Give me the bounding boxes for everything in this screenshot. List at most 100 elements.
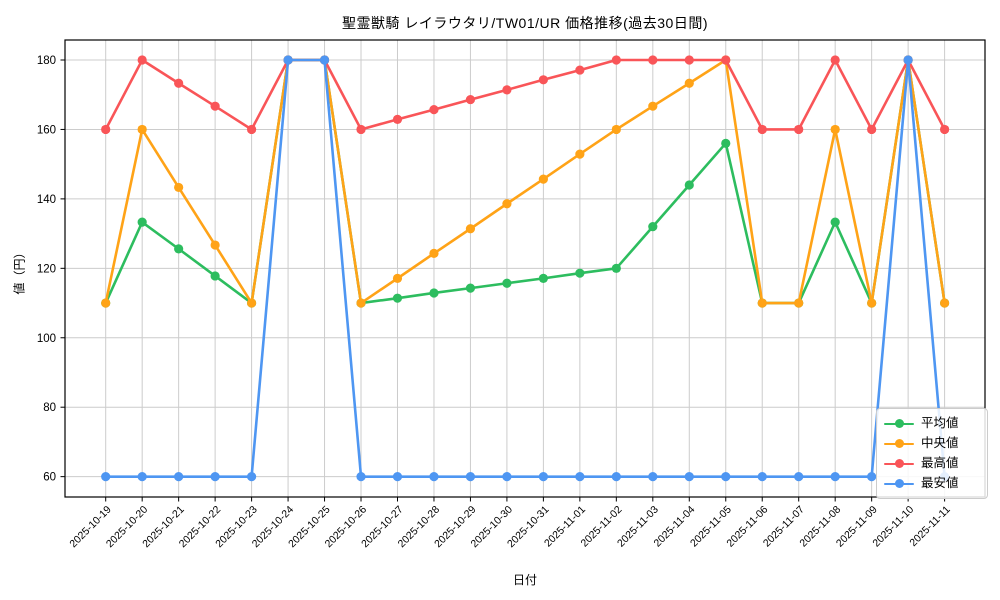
data-point-max bbox=[940, 124, 950, 135]
data-point-min bbox=[538, 472, 548, 482]
data-point-average bbox=[830, 217, 840, 227]
legend-label-average: 平均値 bbox=[921, 416, 959, 430]
data-point-max bbox=[611, 55, 621, 65]
plot-border bbox=[64, 39, 986, 498]
data-point-max bbox=[794, 124, 804, 135]
data-point-median bbox=[575, 149, 585, 159]
data-point-max bbox=[867, 124, 877, 135]
data-point-max bbox=[757, 124, 767, 135]
series-average bbox=[101, 55, 950, 308]
data-point-min bbox=[575, 472, 585, 482]
data-point-average bbox=[721, 138, 731, 148]
data-point-min bbox=[648, 472, 658, 482]
data-point-max bbox=[648, 55, 658, 65]
legend-marker-max bbox=[884, 459, 914, 469]
data-point-average bbox=[137, 217, 147, 227]
series-max bbox=[101, 55, 950, 135]
data-point-max bbox=[174, 78, 184, 88]
legend-marker-average bbox=[884, 419, 914, 429]
data-point-max bbox=[246, 124, 257, 135]
data-point-median bbox=[757, 298, 767, 308]
data-point-median bbox=[137, 124, 147, 135]
data-point-average bbox=[684, 180, 694, 190]
legend-label-min: 最安値 bbox=[921, 476, 959, 490]
data-point-min bbox=[684, 472, 694, 482]
chart-title: 聖霊獣騎 レイラウタリ/TW01/UR 価格推移(過去30日間) bbox=[341, 15, 708, 31]
data-point-min bbox=[429, 472, 439, 482]
data-point-median bbox=[794, 298, 804, 308]
series-median bbox=[101, 55, 950, 308]
data-point-median bbox=[356, 298, 366, 308]
axis-ticks bbox=[60, 59, 946, 502]
legend-dot-min bbox=[895, 479, 904, 488]
legend-item-median: 中央値 bbox=[884, 434, 978, 453]
x-axis-label: 日付 bbox=[512, 573, 537, 587]
y-tick-label: 180 bbox=[37, 55, 56, 67]
y-tick-label: 160 bbox=[37, 124, 56, 136]
data-point-median bbox=[465, 224, 476, 234]
legend-dot-average bbox=[895, 419, 904, 428]
legend: 平均値中央値最高値最安値 bbox=[876, 408, 988, 499]
data-point-max bbox=[502, 85, 512, 95]
data-point-max bbox=[356, 124, 366, 135]
data-point-min bbox=[210, 472, 220, 482]
data-point-max bbox=[538, 75, 548, 85]
legend-item-max: 最高値 bbox=[884, 454, 978, 473]
data-point-min bbox=[502, 472, 512, 482]
data-point-median bbox=[830, 124, 840, 135]
data-point-min bbox=[101, 472, 111, 482]
data-point-max bbox=[429, 105, 439, 115]
legend-dot-median bbox=[895, 439, 904, 448]
data-point-median bbox=[648, 101, 658, 111]
y-tick-label: 60 bbox=[43, 472, 56, 484]
data-point-max bbox=[465, 94, 476, 105]
legend-item-min: 最安値 bbox=[884, 474, 978, 493]
data-point-median bbox=[538, 174, 548, 184]
series-line-min bbox=[104, 58, 946, 478]
data-point-median bbox=[684, 78, 694, 88]
legend-marker-min bbox=[884, 479, 914, 489]
legend-marker-median bbox=[884, 439, 914, 449]
y-tick-label: 120 bbox=[37, 263, 56, 275]
data-point-average bbox=[392, 293, 403, 303]
data-point-min bbox=[137, 472, 147, 482]
data-point-average bbox=[502, 278, 512, 288]
data-point-median bbox=[392, 273, 403, 283]
data-point-average bbox=[575, 268, 585, 278]
data-point-min bbox=[319, 55, 330, 65]
series-min bbox=[101, 55, 950, 482]
data-point-max bbox=[392, 114, 403, 124]
data-point-min bbox=[830, 472, 840, 482]
series-line-average bbox=[104, 58, 946, 305]
data-point-median bbox=[867, 298, 877, 308]
legend-item-average: 平均値 bbox=[884, 414, 978, 433]
data-point-min bbox=[757, 472, 767, 482]
data-point-min bbox=[174, 472, 184, 482]
legend-label-median: 中央値 bbox=[921, 436, 959, 450]
data-point-min bbox=[721, 472, 731, 482]
data-point-average bbox=[429, 288, 439, 298]
data-point-min bbox=[465, 472, 476, 482]
data-point-median bbox=[174, 182, 184, 193]
data-point-max bbox=[210, 101, 220, 111]
data-point-max bbox=[575, 65, 585, 75]
series-line-max bbox=[104, 58, 946, 131]
data-point-min bbox=[794, 472, 804, 482]
y-tick-label: 100 bbox=[37, 333, 56, 345]
data-point-median bbox=[611, 124, 621, 135]
data-point-max bbox=[721, 55, 731, 65]
data-point-median bbox=[101, 298, 111, 308]
y-axis-label: 値（円） bbox=[12, 246, 27, 295]
legend-label-max: 最高値 bbox=[921, 456, 959, 470]
data-point-max bbox=[101, 124, 111, 135]
data-point-median bbox=[246, 298, 257, 308]
data-point-average bbox=[538, 273, 548, 283]
data-point-min bbox=[903, 55, 913, 65]
data-point-median bbox=[502, 199, 512, 209]
data-point-median bbox=[940, 298, 950, 308]
data-point-median bbox=[210, 240, 220, 250]
data-point-average bbox=[174, 244, 184, 254]
data-point-min bbox=[246, 472, 257, 482]
